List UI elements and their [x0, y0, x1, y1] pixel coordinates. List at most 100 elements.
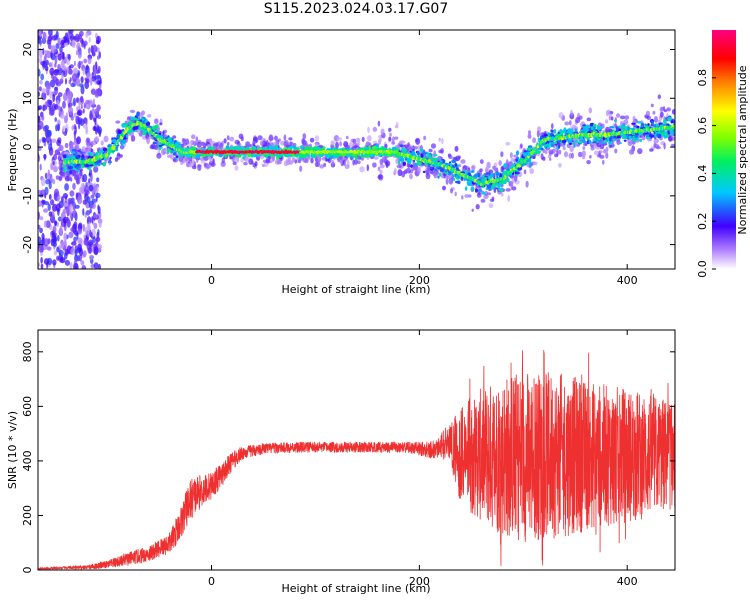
spectrogram-cell [50, 199, 55, 206]
spectrogram-cell [430, 166, 433, 169]
spectrogram-cell [48, 194, 52, 200]
spectrogram-cell [129, 109, 136, 113]
colorbar-tick-label: 0.6 [696, 117, 709, 135]
spectrogram-cell [67, 217, 70, 225]
spectrogram-cell [454, 162, 457, 168]
spectrogram-cell [64, 142, 69, 149]
spectrogram-cell [81, 146, 86, 153]
spectrogram-cell [640, 122, 645, 128]
spectrogram-cell [503, 180, 507, 185]
spectrogram-cell [131, 135, 136, 142]
spectrogram-cell [78, 222, 83, 230]
spectrogram-cell [491, 174, 494, 178]
spectrogram-cell [54, 86, 59, 91]
spectrogram-cell [167, 147, 170, 151]
spectrogram-cell [292, 145, 297, 149]
spectrogram-xtick-label: 400 [617, 274, 638, 287]
spectrogram-cell [501, 193, 504, 197]
spectrogram-cell [102, 147, 107, 152]
spectrogram-cell [668, 137, 672, 142]
spectrogram-cell [44, 172, 48, 179]
spectrogram-cell [649, 148, 654, 152]
spectrogram-cell [428, 148, 433, 153]
spectrogram-cell [653, 116, 659, 123]
spectrogram-cell [574, 139, 579, 144]
snr-ylabel: SNR (10 * v/v) [6, 411, 19, 489]
spectrogram-cell [379, 164, 385, 169]
spectrogram-cell [61, 72, 64, 80]
spectrogram-cell [79, 118, 85, 126]
spectrogram-cell [59, 46, 63, 53]
spectrogram-cell [407, 159, 411, 163]
spectrogram-cell [307, 153, 310, 158]
spectrogram-cell [627, 126, 630, 131]
spectrogram-cell [45, 59, 49, 66]
spectrogram-cell [508, 180, 514, 187]
spectrogram-cell [234, 139, 240, 145]
spectrogram-cell [367, 126, 370, 134]
spectrogram-cell [486, 184, 492, 189]
colorbar-tick-label: 0.4 [696, 165, 709, 183]
spectrogram-cell [57, 147, 61, 151]
spectrogram-cell [345, 135, 349, 140]
spectrogram-cell [97, 204, 100, 211]
spectrogram-cell [287, 148, 291, 151]
spectrogram-cell [109, 156, 112, 160]
spectrogram-cell [335, 141, 339, 149]
spectrogram-cell [74, 125, 77, 135]
spectrogram-cell [309, 146, 313, 151]
spectrogram-cell [58, 249, 64, 256]
spectrogram-cell [410, 164, 413, 168]
spectrogram-cell [654, 144, 660, 149]
spectrogram-cell [614, 148, 618, 154]
spectrogram-cell [330, 155, 334, 159]
spectrogram-cell [41, 60, 47, 68]
spectrogram-cell [93, 164, 97, 168]
spectrogram-cell [142, 131, 147, 136]
spectrogram-cell [612, 138, 616, 142]
spectrogram-cell [178, 154, 184, 158]
spectrogram-cell [39, 163, 42, 171]
spectrogram-cell [184, 138, 190, 145]
spectrogram-cell [406, 163, 410, 168]
spectrogram-cell [77, 49, 82, 59]
spectrogram-ytick-label: -20 [21, 236, 34, 254]
spectrogram-cell [475, 188, 478, 193]
spectrogram-cell [54, 188, 59, 198]
spectrogram-cell [93, 185, 97, 192]
spectrogram-cell [417, 145, 421, 151]
spectrogram-cell [655, 123, 659, 127]
spectrogram-cell [38, 224, 41, 230]
spectrogram-cell [397, 160, 401, 165]
spectrogram-cell [379, 169, 383, 174]
spectrogram-cell [605, 152, 609, 159]
spectrogram-cell [520, 143, 523, 149]
spectrogram-cell [274, 159, 281, 165]
spectrogram-cell [97, 229, 100, 236]
spectrogram-cell [571, 152, 574, 159]
spectrogram-cell [385, 160, 391, 167]
spectrogram-cell [95, 151, 99, 156]
spectrogram-cell [42, 137, 47, 143]
spectrogram-cell [82, 265, 85, 269]
spectrogram-cell [52, 259, 57, 266]
spectrogram-cell [103, 135, 109, 143]
spectrogram-cell [516, 156, 520, 160]
spectrogram-cell [169, 154, 175, 160]
spectrogram-cell [353, 145, 358, 149]
spectrogram-cell [48, 30, 53, 36]
spectrogram-cell [45, 85, 49, 93]
spectrogram-cell [59, 152, 63, 159]
spectrogram-cell [605, 119, 609, 124]
spectrogram-cell [465, 186, 468, 191]
spectrogram-cell [175, 141, 180, 145]
spectrogram-cell [69, 262, 73, 269]
spectrogram-cell [646, 136, 651, 139]
spectrogram-cell [90, 149, 94, 153]
spectrogram-cell [537, 137, 541, 142]
spectrogram-cell [117, 129, 122, 135]
spectrogram-cell [314, 135, 320, 142]
spectrogram-cell [628, 149, 634, 155]
spectrogram-cell [71, 210, 78, 219]
spectrogram-cell [413, 166, 418, 171]
